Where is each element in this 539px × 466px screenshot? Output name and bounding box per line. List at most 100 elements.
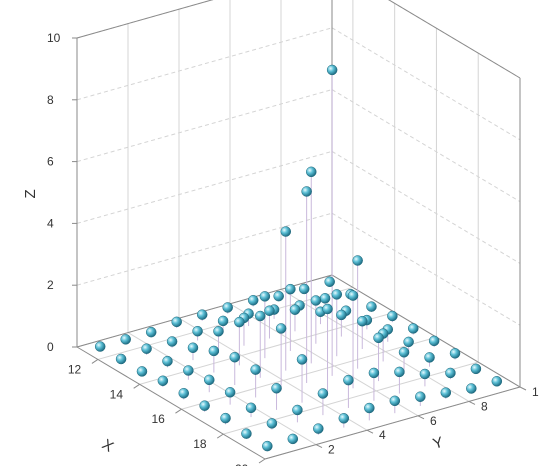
data-point (241, 428, 252, 439)
data-point (336, 309, 347, 321)
data-point (313, 423, 324, 434)
y-axis-label: Y (431, 434, 445, 453)
data-point (157, 375, 169, 387)
top-right-edge (388, 0, 521, 79)
data-point (373, 332, 384, 344)
z-tick-label: 4 (47, 216, 54, 230)
data-point (259, 291, 271, 302)
z-grid-line-left (76, 27, 333, 101)
data-point (466, 383, 477, 394)
z-tick-label: 0 (47, 340, 54, 354)
data-point (285, 283, 296, 295)
y-tick-label: 8 (481, 399, 488, 413)
data-point (220, 412, 231, 424)
data-point (280, 226, 291, 237)
back-walls (77, 0, 520, 387)
data-point (324, 276, 335, 287)
y-tick-mark (468, 400, 476, 405)
data-point (196, 309, 208, 320)
x-tick-mark (91, 359, 99, 364)
tick-labels: 0 2 4 6 8 10 12 14 16 18 20 2 4 6 8 10 (47, 31, 539, 466)
data-point (262, 440, 273, 452)
floor-back-edge (331, 274, 521, 388)
data-point (322, 303, 333, 315)
y-tick-mark (366, 429, 374, 434)
data-point (428, 335, 440, 347)
data-point (266, 418, 278, 429)
data-point (491, 376, 503, 387)
data-point (470, 363, 482, 375)
data-point (319, 293, 331, 304)
data-point (264, 305, 275, 316)
data-point (229, 351, 240, 363)
left-wall (77, 0, 332, 347)
z-tick-label: 8 (47, 93, 54, 107)
data-point (440, 387, 452, 398)
data-point (424, 352, 435, 363)
y-grid-line-floor (178, 317, 368, 431)
data-point (141, 343, 152, 354)
data-point (306, 166, 317, 178)
data-point (298, 283, 310, 295)
data-point (275, 323, 287, 334)
data-point (326, 64, 338, 76)
z-grid-line-left (76, 89, 333, 163)
right-wall (332, 0, 520, 387)
z-grid-line-right (331, 27, 521, 141)
data-point (94, 341, 106, 352)
x-tick-label: 16 (151, 412, 165, 426)
data-point (255, 310, 266, 322)
data-point (115, 353, 127, 365)
data-point (271, 383, 282, 394)
data-point (343, 374, 354, 386)
data-point (234, 316, 245, 328)
y-tick-label: 10 (532, 385, 539, 399)
y-grid-line-floor (127, 332, 317, 446)
data-point (387, 310, 398, 322)
y-tick-mark (315, 444, 323, 449)
data-point (204, 374, 215, 386)
data-point (301, 186, 312, 197)
x-axis-line (76, 346, 266, 460)
z-grid-line-right (331, 89, 521, 203)
data-point (213, 326, 224, 337)
z-grid-line-left (76, 212, 333, 286)
x-grid-line-floor (181, 336, 437, 410)
x-tick-mark (258, 458, 266, 464)
y-tick-mark (519, 386, 527, 391)
data-point (208, 345, 220, 357)
data-point (408, 323, 419, 334)
x-tick-label: 14 (110, 387, 124, 401)
data-point (296, 354, 308, 365)
data-point (366, 301, 377, 312)
data-point (449, 348, 461, 359)
top-left-edge (76, 0, 214, 39)
z-axis-label: Z (22, 189, 39, 198)
data-point (178, 387, 189, 399)
data-point (145, 326, 157, 338)
data-point (162, 355, 173, 367)
y-tick-label: 2 (328, 443, 335, 457)
x-tick-mark (133, 383, 140, 389)
data-point (224, 387, 236, 398)
data-point (445, 367, 456, 379)
data-point (352, 255, 363, 266)
x-grid-line-floor (223, 361, 479, 435)
data-point (292, 404, 303, 416)
data-point (199, 400, 210, 411)
z-tick-label: 2 (47, 278, 54, 292)
data-point (331, 289, 342, 300)
data-points (94, 64, 503, 452)
y-tick-label: 4 (379, 428, 386, 442)
data-point (310, 295, 322, 306)
data-point (415, 391, 426, 402)
x-tick-mark (216, 433, 224, 439)
data-point (398, 347, 410, 358)
z-grid-line-right (331, 212, 521, 326)
data-point (403, 336, 414, 348)
data-point (357, 315, 368, 327)
z-tick-label: 10 (47, 31, 61, 45)
data-point (389, 395, 401, 407)
data-point (187, 342, 199, 354)
